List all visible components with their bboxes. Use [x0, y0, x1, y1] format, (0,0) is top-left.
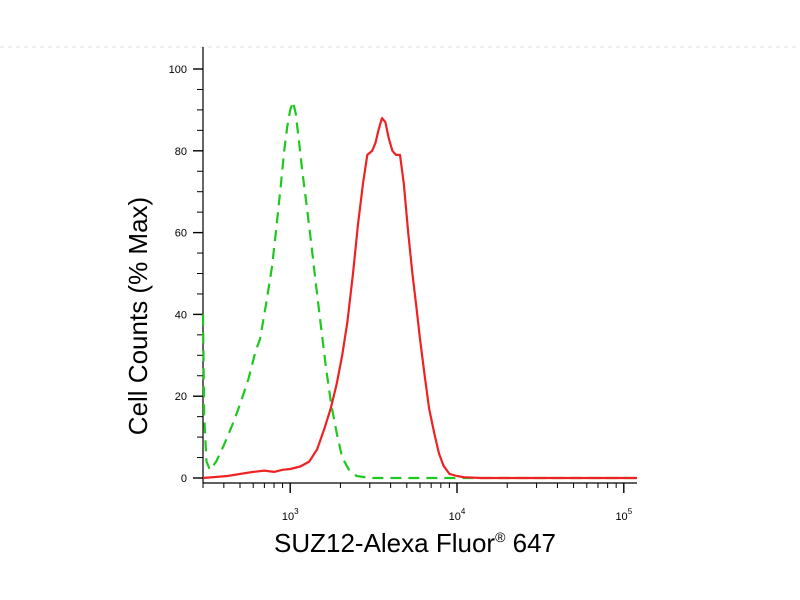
y-tick-label: 0	[181, 473, 187, 485]
x-axis-ticks: 103 104 105	[202, 483, 633, 523]
x-tick-label: 104	[449, 507, 466, 523]
x-axis-title-main: SUZ12-Alexa Fluor	[274, 528, 495, 558]
y-tick-label: 60	[175, 228, 187, 240]
x-axis-title-suffix: 647	[505, 528, 556, 558]
y-tick-label: 100	[169, 64, 187, 76]
control-histogram-line	[201, 100, 637, 480]
x-axis-title-registered-mark: ®	[495, 529, 506, 545]
x-tick-label: 103	[282, 507, 299, 523]
y-axis-ticks: 0 20 40 60 80 100	[169, 64, 203, 485]
y-tick-label: 20	[175, 391, 187, 403]
x-tick-label: 105	[615, 507, 632, 523]
x-axis-title: SUZ12-Alexa Fluor® 647	[274, 528, 556, 558]
suz12-histogram-line	[202, 117, 637, 480]
y-tick-label: 80	[175, 146, 187, 158]
y-axis-title: Cell Counts (% Max)	[123, 197, 153, 435]
y-tick-label: 40	[175, 309, 187, 321]
plot-frame	[202, 47, 637, 484]
series-group	[201, 100, 637, 480]
